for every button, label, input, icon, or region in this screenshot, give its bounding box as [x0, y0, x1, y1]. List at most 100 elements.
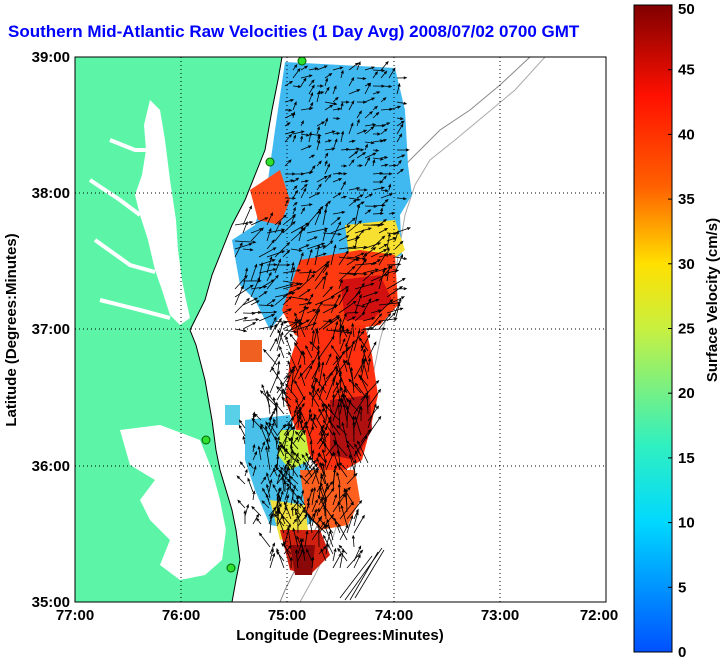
- velocity-arrow: [290, 296, 310, 301]
- velocity-arrow: [266, 437, 270, 453]
- velocity-arrow: [344, 547, 383, 601]
- velocity-arrow: [380, 97, 387, 103]
- velocity-arrow: [274, 283, 294, 290]
- velocity-arrow: [372, 71, 379, 79]
- velocity-arrow: [242, 205, 252, 226]
- velocity-arrow: [250, 300, 260, 306]
- velocity-arrow: [360, 379, 380, 401]
- velocity-arrow: [340, 504, 348, 527]
- velocity-arrow: [290, 213, 296, 226]
- velocity-arrow: [276, 435, 280, 445]
- velocity-arrow: [316, 65, 328, 71]
- velocity-arrow: [292, 67, 301, 79]
- velocity-arrow: [265, 493, 271, 506]
- velocity-arrow: [300, 183, 308, 191]
- velocity-arrow: [337, 403, 341, 429]
- station-marker[interactable]: [226, 563, 236, 573]
- velocity-arrow: [258, 532, 271, 548]
- velocity-arrow: [272, 483, 278, 493]
- velocity-arrow: [289, 475, 299, 485]
- velocity-arrow: [274, 263, 291, 267]
- velocity-arrow: [396, 82, 401, 95]
- velocity-arrow: [282, 282, 304, 290]
- velocity-arrow: [274, 258, 281, 274]
- velocity-arrow: [364, 156, 371, 167]
- station-marker[interactable]: [201, 435, 211, 445]
- velocity-arrow: [289, 556, 293, 569]
- velocity-arrow: [311, 556, 315, 569]
- velocity-arrow: [269, 370, 280, 394]
- velocity-arrow: [234, 316, 249, 322]
- map-plot-area[interactable]: [75, 57, 606, 602]
- velocity-arrow: [234, 240, 257, 244]
- velocity-arrow: [300, 74, 313, 79]
- velocity-arrow: [290, 452, 299, 471]
- velocity-arrow: [290, 248, 303, 252]
- velocity-vectors: [234, 60, 411, 601]
- velocity-arrow: [394, 302, 401, 322]
- velocity-arrow: [386, 232, 391, 250]
- velocity-arrow: [337, 500, 341, 513]
- velocity-arrow: [285, 335, 292, 352]
- velocity-arrow: [284, 426, 295, 437]
- velocity-arrow: [388, 183, 392, 191]
- velocity-arrow: [332, 367, 339, 387]
- velocity-arrow: [284, 80, 294, 87]
- velocity-arrow: [338, 288, 349, 306]
- velocity-arrow: [378, 253, 393, 258]
- velocity-arrow: [308, 101, 314, 111]
- velocity-arrow: [252, 413, 256, 429]
- velocity-arrow: [320, 431, 326, 445]
- velocity-arrow: [265, 389, 271, 415]
- velocity-arrow: [386, 264, 391, 282]
- velocity-arrow: [396, 120, 405, 127]
- station-marker[interactable]: [297, 57, 307, 66]
- colorbar-tick-label: 20: [678, 385, 695, 402]
- velocity-arrow: [276, 446, 280, 471]
- velocity-arrow: [296, 514, 300, 534]
- velocity-arrow: [243, 509, 247, 524]
- velocity-arrow: [356, 118, 360, 127]
- velocity-arrow: [332, 96, 339, 103]
- velocity-arrow: [339, 324, 345, 338]
- velocity-arrow: [353, 514, 365, 534]
- y-tick-labels: 39:00 38:00 37:00 36:00 35:00: [32, 49, 70, 611]
- velocity-arrow: [322, 286, 333, 298]
- velocity-arrow: [380, 189, 390, 193]
- velocity-arrow: [348, 199, 358, 207]
- velocity-arrow: [259, 390, 278, 408]
- velocity-arrow: [325, 353, 332, 366]
- velocity-arrow: [316, 175, 328, 183]
- velocity-arrow: [269, 323, 277, 338]
- velocity-arrow: [348, 89, 361, 95]
- velocity-arrow: [356, 188, 368, 192]
- velocity-arrow: [268, 415, 273, 429]
- velocity-arrow: [284, 108, 293, 112]
- velocity-arrow: [292, 101, 297, 111]
- velocity-arrow: [364, 152, 377, 159]
- velocity-arrow: [354, 294, 362, 314]
- velocity-arrow: [292, 527, 299, 548]
- velocity-arrow: [356, 61, 361, 71]
- velocity-arrow: [269, 513, 273, 534]
- grid-lines: [75, 57, 606, 602]
- velocity-arrow: [300, 120, 304, 127]
- velocity-arrow: [274, 229, 285, 242]
- velocity-arrow: [234, 243, 253, 250]
- velocity-arrow: [300, 135, 304, 143]
- velocity-arrow: [292, 436, 299, 445]
- velocity-arrow: [348, 197, 361, 201]
- velocity-arrow: [298, 274, 316, 290]
- velocity-arrow: [340, 69, 344, 79]
- velocity-arrow: [364, 193, 374, 199]
- velocity-arrow: [356, 100, 367, 104]
- velocity-arrow: [316, 90, 321, 103]
- velocity-arrow: [316, 125, 320, 135]
- velocity-arrow: [340, 130, 345, 143]
- velocity-arrow: [346, 398, 362, 415]
- velocity-arrow: [346, 472, 358, 485]
- velocity-arrow: [364, 123, 377, 127]
- velocity-arrow: [297, 495, 306, 506]
- velocity-arrow: [272, 396, 278, 415]
- station-marker[interactable]: [265, 157, 275, 167]
